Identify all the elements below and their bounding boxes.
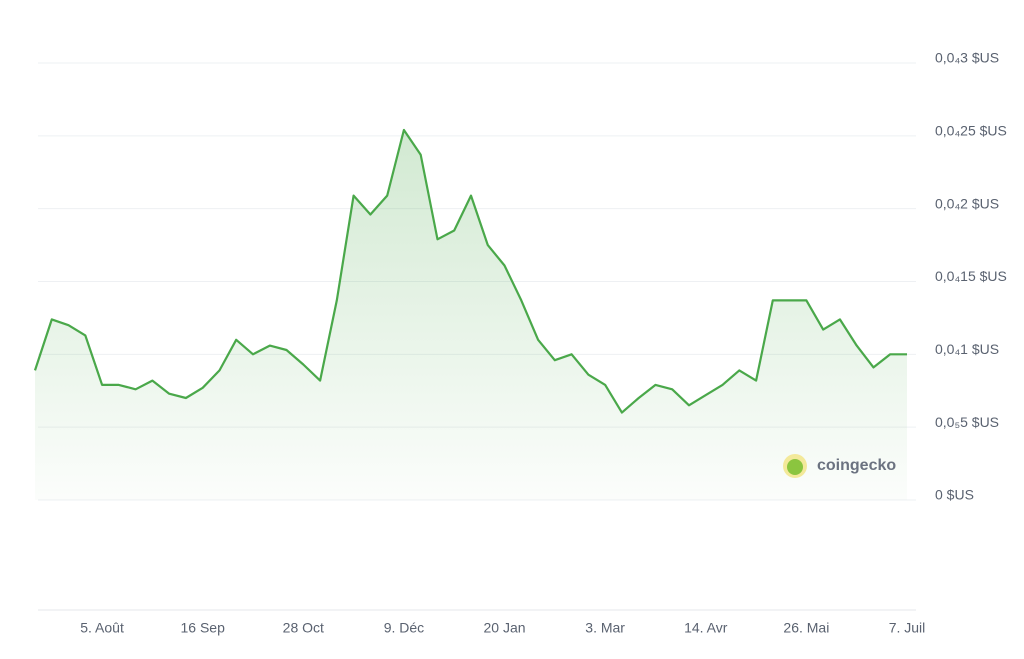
y-tick-label: 0,0₄1 $US [935,341,999,357]
y-tick-label: 0,0₄3 $US [935,50,999,66]
x-tick-label: 7. Juil [889,620,926,636]
y-tick-label: 0,0₅5 $US [935,414,999,430]
watermark-text: coingecko [817,457,896,474]
x-tick-label: 20 Jan [484,620,526,636]
area [35,130,907,500]
x-tick-label: 14. Avr [684,620,728,636]
price-line [33,128,907,414]
x-tick-label: 3. Mar [585,620,625,636]
logo-gecko [787,459,803,475]
x-tick-label: 16 Sep [181,620,226,636]
y-tick-label: 0,0₄2 $US [935,195,999,211]
x-tick-label: 28 Oct [283,620,324,636]
y-tick-label: 0,0₄15 $US [935,268,1007,284]
y-tick-label: 0 $US [935,487,974,503]
y-tick-label: 0,0₄25 $US [935,123,1007,139]
watermark: coingecko [783,454,896,478]
x-tick-label: 9. Déc [384,620,424,636]
x-tick-label: 5. Août [80,620,124,636]
x-tick-label: 26. Mai [783,620,829,636]
